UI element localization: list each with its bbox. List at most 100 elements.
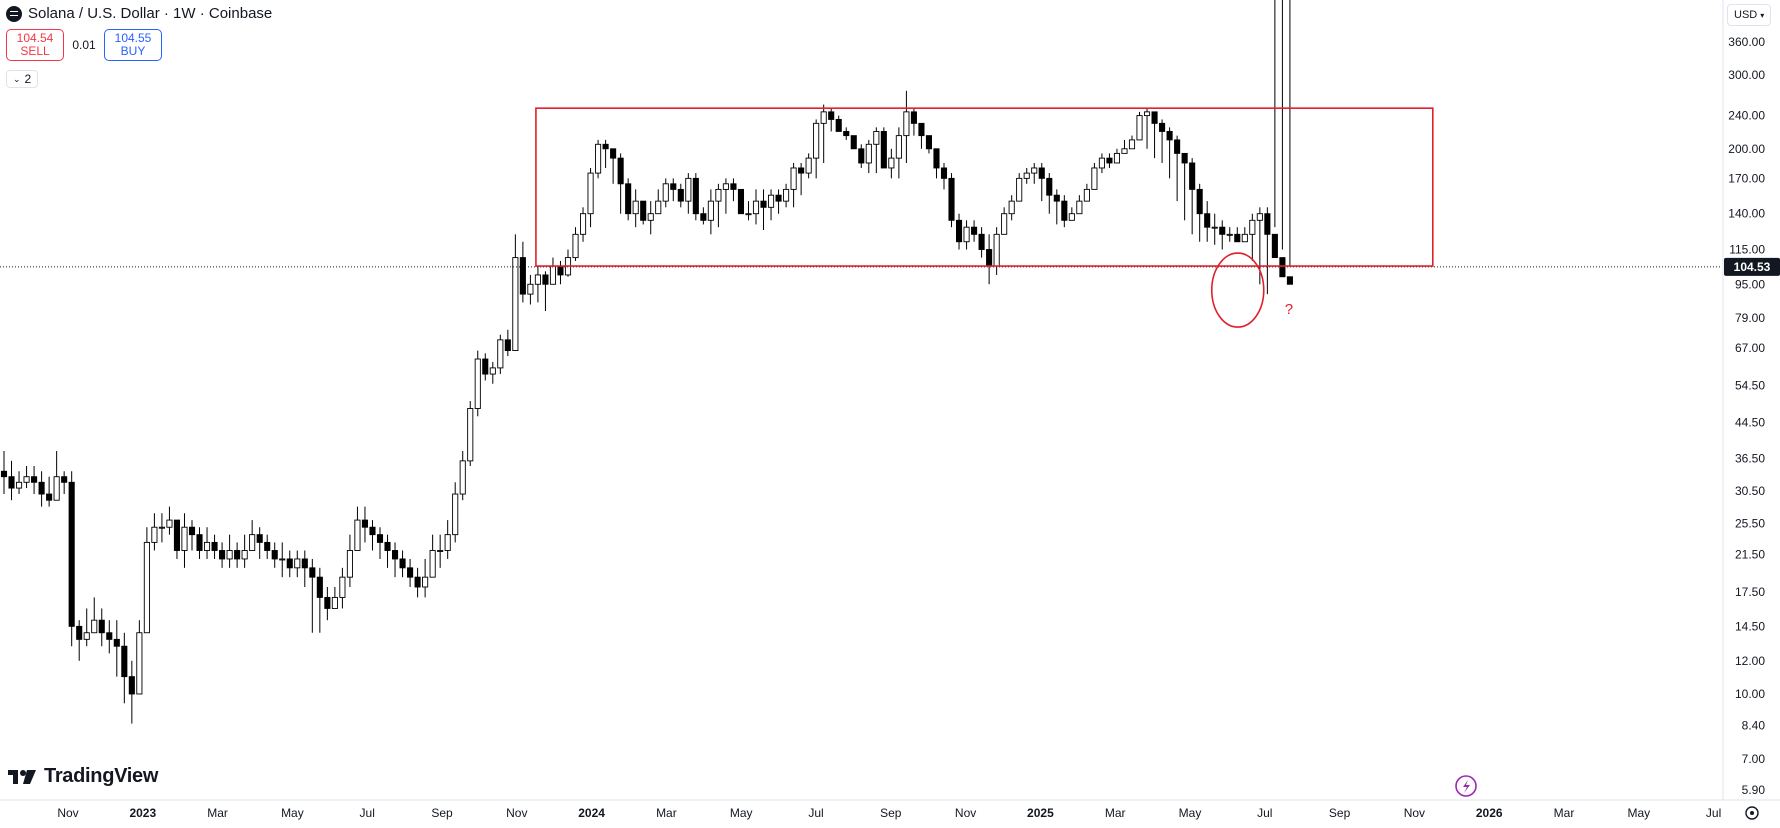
candle xyxy=(1174,135,1181,202)
svg-text:104.53: 104.53 xyxy=(1734,260,1771,274)
time-tick-label: May xyxy=(730,806,753,820)
candle xyxy=(474,350,481,417)
time-tick-label: Nov xyxy=(57,806,78,820)
candle xyxy=(53,451,60,501)
candle xyxy=(1053,189,1060,225)
candle-body xyxy=(730,183,737,190)
buy-button[interactable]: 104.55 BUY xyxy=(104,29,162,61)
candle xyxy=(579,207,587,242)
candle-body xyxy=(354,519,361,551)
candle-body xyxy=(497,339,504,369)
candle xyxy=(504,329,511,357)
candle-body xyxy=(414,576,421,588)
candle xyxy=(143,527,150,634)
candle-body xyxy=(888,157,895,169)
price-axis[interactable]: 360.00 300.00 240.00 200.00 170.00 140.00 115.… xyxy=(1728,35,1765,797)
candle xyxy=(640,200,647,225)
candle xyxy=(339,567,346,609)
ai-spark-icon[interactable] xyxy=(1455,775,1477,797)
candle xyxy=(670,178,677,202)
candle xyxy=(925,135,933,154)
candle xyxy=(527,274,534,305)
symbol-title[interactable]: Solana / U.S. Dollar · 1W · Coinbase xyxy=(28,5,273,22)
price-tick-label: 67.00 xyxy=(1735,341,1765,355)
time-tick-label: Nov xyxy=(1404,806,1425,820)
time-tick-label: 2025 xyxy=(1027,806,1054,820)
candle xyxy=(948,173,955,228)
time-tick-label: Mar xyxy=(1554,806,1575,820)
candle-body xyxy=(1226,233,1233,236)
candle xyxy=(211,534,218,559)
candle xyxy=(271,542,278,568)
question-mark-annotation[interactable]: ? xyxy=(1285,301,1293,318)
candle-body xyxy=(1136,115,1143,141)
candle xyxy=(279,542,286,578)
price-tick-label: 5.90 xyxy=(1742,783,1766,797)
candle-body xyxy=(534,274,541,285)
candle-body xyxy=(1181,152,1188,164)
candle-body xyxy=(1271,233,1278,259)
candle xyxy=(158,513,165,543)
candle-body xyxy=(219,550,226,560)
sell-button[interactable]: 104.54 SELL xyxy=(6,29,64,61)
candle-body xyxy=(933,148,940,169)
candle-body xyxy=(1143,111,1151,117)
candle xyxy=(587,167,594,228)
price-tick-label: 17.50 xyxy=(1735,585,1765,599)
candle-body xyxy=(1204,213,1211,228)
candle xyxy=(467,401,474,466)
candle-body xyxy=(850,135,857,150)
time-tick-label: May xyxy=(1179,806,1202,820)
candle-body xyxy=(835,118,842,132)
candle xyxy=(301,550,308,588)
candle xyxy=(376,527,384,559)
tradingview-logo[interactable]: TradingView xyxy=(8,765,158,788)
candle-body xyxy=(376,534,384,543)
candle xyxy=(98,608,105,647)
candle xyxy=(226,534,233,568)
candle xyxy=(888,148,895,179)
candle xyxy=(1061,195,1068,228)
candle-body xyxy=(677,188,684,202)
candle xyxy=(1068,207,1075,221)
candle-body xyxy=(662,183,669,202)
currency-selector[interactable]: USD ▾ xyxy=(1727,4,1772,26)
candle xyxy=(1031,162,1038,184)
candle-body xyxy=(1219,226,1226,235)
range-box-annotation[interactable] xyxy=(535,107,1434,267)
candlestick-series xyxy=(0,0,1293,724)
candle xyxy=(1264,207,1271,295)
candle-body xyxy=(399,558,406,569)
candle-body xyxy=(369,526,376,536)
candle xyxy=(707,189,714,235)
candle-body xyxy=(76,625,83,640)
candle-body xyxy=(1159,122,1166,132)
solana-logo-icon[interactable] xyxy=(6,5,22,22)
candle xyxy=(241,534,248,568)
indicators-toggle[interactable]: ⌄ 2 xyxy=(6,70,39,88)
candle-body xyxy=(241,550,248,560)
candle xyxy=(1128,135,1136,150)
settings-gear-icon[interactable] xyxy=(1745,806,1759,820)
candle-body xyxy=(53,476,60,501)
time-tick-label: Nov xyxy=(955,806,976,820)
time-tick-label: Jul xyxy=(360,806,375,820)
candle xyxy=(1286,0,1293,285)
candle-body xyxy=(38,481,45,495)
candle xyxy=(219,542,226,568)
candle xyxy=(173,519,181,559)
time-tick-label: Mar xyxy=(656,806,677,820)
candle xyxy=(895,127,902,179)
candle-body xyxy=(136,632,143,695)
time-axis[interactable]: Nov 2023 Mar May Jul Sep Nov 2024 Mar May Jul Sep No… xyxy=(57,806,1721,820)
candle xyxy=(309,558,316,633)
candle xyxy=(68,471,75,647)
candle xyxy=(903,90,910,163)
circle-annotation[interactable] xyxy=(1210,252,1265,328)
candle xyxy=(1143,108,1151,149)
candle xyxy=(294,550,301,578)
candle-body xyxy=(143,541,150,634)
candle-body xyxy=(527,283,534,295)
candle-body xyxy=(745,213,752,216)
